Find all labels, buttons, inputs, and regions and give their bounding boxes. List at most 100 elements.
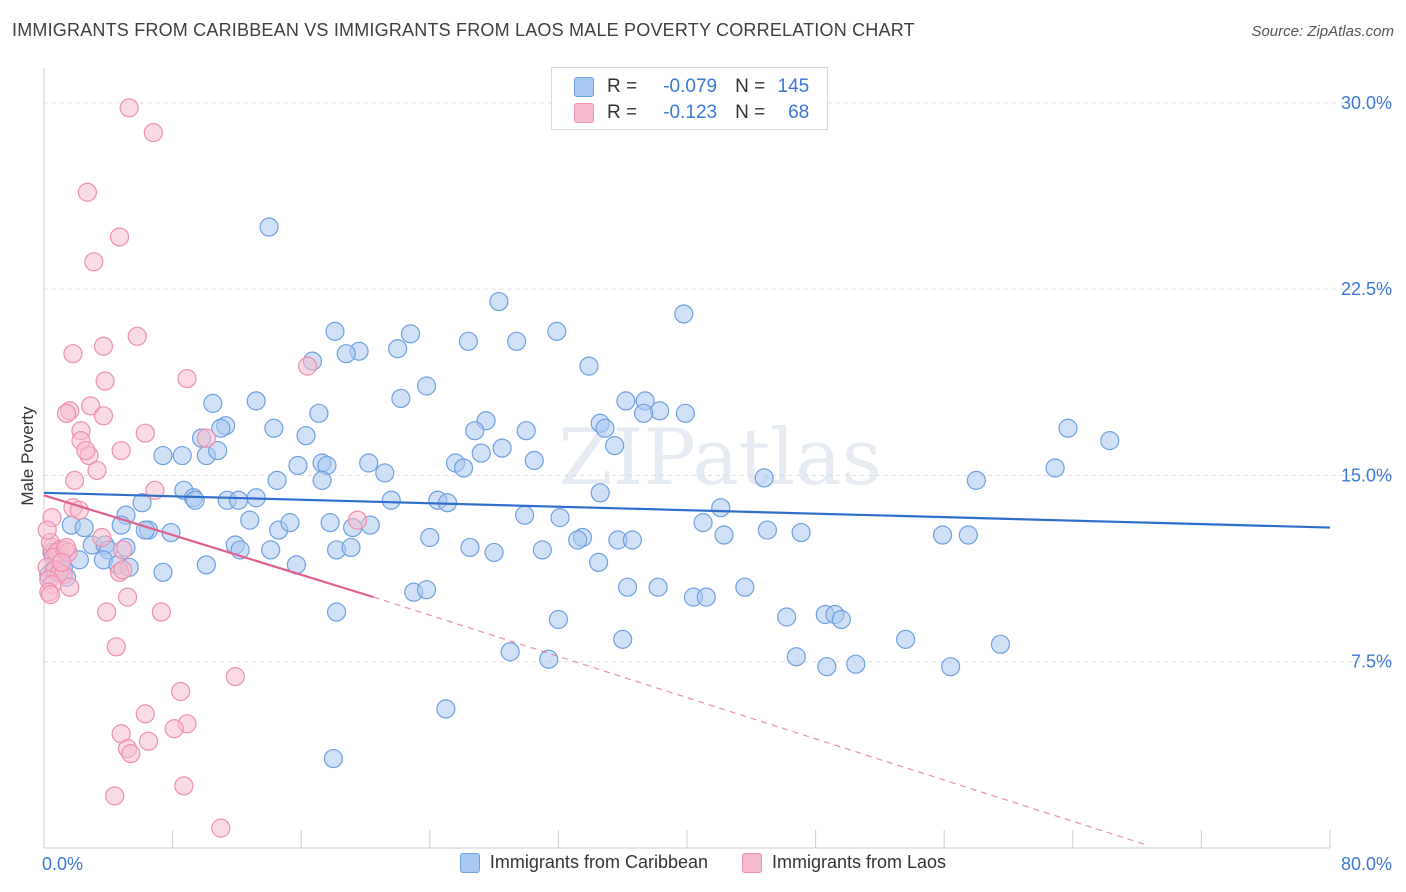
- laos-point: [87, 460, 107, 481]
- x-tick-label: 0.0%: [42, 854, 83, 874]
- laos-point: [164, 719, 184, 739]
- caribbean-point: [492, 438, 512, 458]
- caribbean-point: [416, 580, 437, 600]
- caribbean-point: [550, 508, 570, 528]
- laos-trend-extension: [373, 596, 1149, 847]
- caribbean-point: [465, 421, 485, 441]
- caribbean-n-label: N =: [735, 76, 766, 97]
- caribbean-point: [416, 376, 437, 396]
- laos-point: [113, 540, 133, 560]
- laos-point: [347, 510, 368, 530]
- caribbean-point: [400, 324, 421, 344]
- laos-point: [97, 602, 117, 622]
- stats-legend-box: R = -0.079 N = 145 R = -0.123 N = 68: [551, 67, 828, 130]
- caribbean-point: [616, 391, 636, 411]
- caribbean-point: [203, 393, 223, 413]
- caribbean-point: [208, 440, 228, 461]
- laos-point: [151, 602, 171, 622]
- caribbean-point: [754, 468, 774, 488]
- laos-point: [196, 428, 216, 448]
- caribbean-point: [648, 577, 668, 597]
- caribbean-point: [579, 356, 599, 376]
- caribbean-point: [388, 339, 408, 359]
- y-tick-label: 30.0%: [1341, 93, 1392, 113]
- caribbean-point: [633, 403, 654, 423]
- caribbean-point: [791, 522, 811, 543]
- caribbean-point: [196, 555, 216, 575]
- laos-point: [84, 252, 104, 272]
- source-label: Source: ZipAtlas.com: [1251, 23, 1394, 40]
- caribbean-point: [264, 418, 284, 438]
- laos-point: [109, 227, 130, 247]
- legend-item-laos[interactable]: Immigrants from Laos: [742, 852, 946, 873]
- legend-caribbean-swatch: [459, 852, 480, 873]
- caribbean-point: [261, 540, 281, 560]
- laos-point: [211, 818, 231, 838]
- series-points: [37, 98, 1120, 838]
- caribbean-point: [515, 505, 535, 525]
- laos-n-value: 68: [788, 102, 810, 123]
- stats-row-laos: R = -0.123 N = 68: [574, 101, 809, 125]
- laos-point: [171, 681, 191, 702]
- caribbean-point: [309, 403, 329, 423]
- caribbean-point: [595, 418, 615, 438]
- caribbean-point: [381, 490, 401, 510]
- laos-point: [121, 744, 141, 764]
- caribbean-point: [516, 421, 536, 441]
- laos-point: [77, 182, 98, 202]
- laos-point: [63, 344, 83, 364]
- caribbean-point: [228, 490, 249, 510]
- laos-point: [138, 731, 159, 751]
- legend-item-caribbean[interactable]: Immigrants from Caribbean: [459, 852, 708, 873]
- caribbean-point: [622, 530, 642, 550]
- caribbean-point: [453, 458, 474, 478]
- laos-point: [127, 326, 147, 346]
- caribbean-point: [240, 510, 260, 530]
- caribbean-point: [211, 418, 231, 438]
- laos-point: [37, 520, 57, 540]
- caribbean-point: [153, 445, 173, 466]
- caribbean-point: [786, 647, 806, 667]
- laos-point: [64, 470, 85, 490]
- caribbean-point: [817, 657, 837, 677]
- laos-point: [174, 776, 194, 796]
- caribbean-point: [458, 331, 478, 351]
- caribbean-point: [846, 654, 866, 674]
- laos-point: [92, 527, 112, 548]
- caribbean-point: [288, 455, 308, 476]
- laos-point: [113, 560, 133, 580]
- laos-point: [105, 786, 125, 806]
- caribbean-swatch: [574, 77, 594, 97]
- bottom-legend: Immigrants from Caribbean Immigrants fro…: [0, 852, 1406, 873]
- caribbean-point: [74, 517, 94, 538]
- caribbean-point: [650, 401, 670, 421]
- caribbean-r-value: -0.079: [663, 76, 718, 97]
- caribbean-point: [460, 537, 480, 558]
- laos-n-label: N =: [735, 102, 766, 123]
- legend-caribbean-label: Immigrants from Caribbean: [489, 852, 708, 872]
- caribbean-point: [696, 587, 716, 607]
- caribbean-point: [777, 607, 797, 627]
- caribbean-point: [326, 602, 347, 622]
- caribbean-point: [990, 634, 1011, 654]
- caribbean-point: [259, 217, 279, 237]
- caribbean-point: [588, 552, 609, 572]
- laos-point: [56, 403, 77, 423]
- caribbean-point: [675, 403, 695, 423]
- laos-point: [119, 98, 139, 118]
- y-axis-label: Male Poverty: [18, 406, 37, 506]
- caribbean-point: [693, 513, 713, 533]
- caribbean-point: [132, 493, 152, 513]
- laos-point: [76, 440, 96, 461]
- laos-point: [106, 637, 126, 657]
- laos-point: [225, 667, 245, 687]
- caribbean-point: [1058, 418, 1078, 438]
- caribbean-point: [471, 443, 491, 463]
- laos-point: [135, 704, 155, 724]
- caribbean-point: [568, 530, 588, 550]
- caribbean-point: [246, 391, 266, 411]
- x-tick-label: 80.0%: [1341, 854, 1392, 874]
- laos-point: [93, 406, 114, 426]
- caribbean-point: [391, 388, 411, 409]
